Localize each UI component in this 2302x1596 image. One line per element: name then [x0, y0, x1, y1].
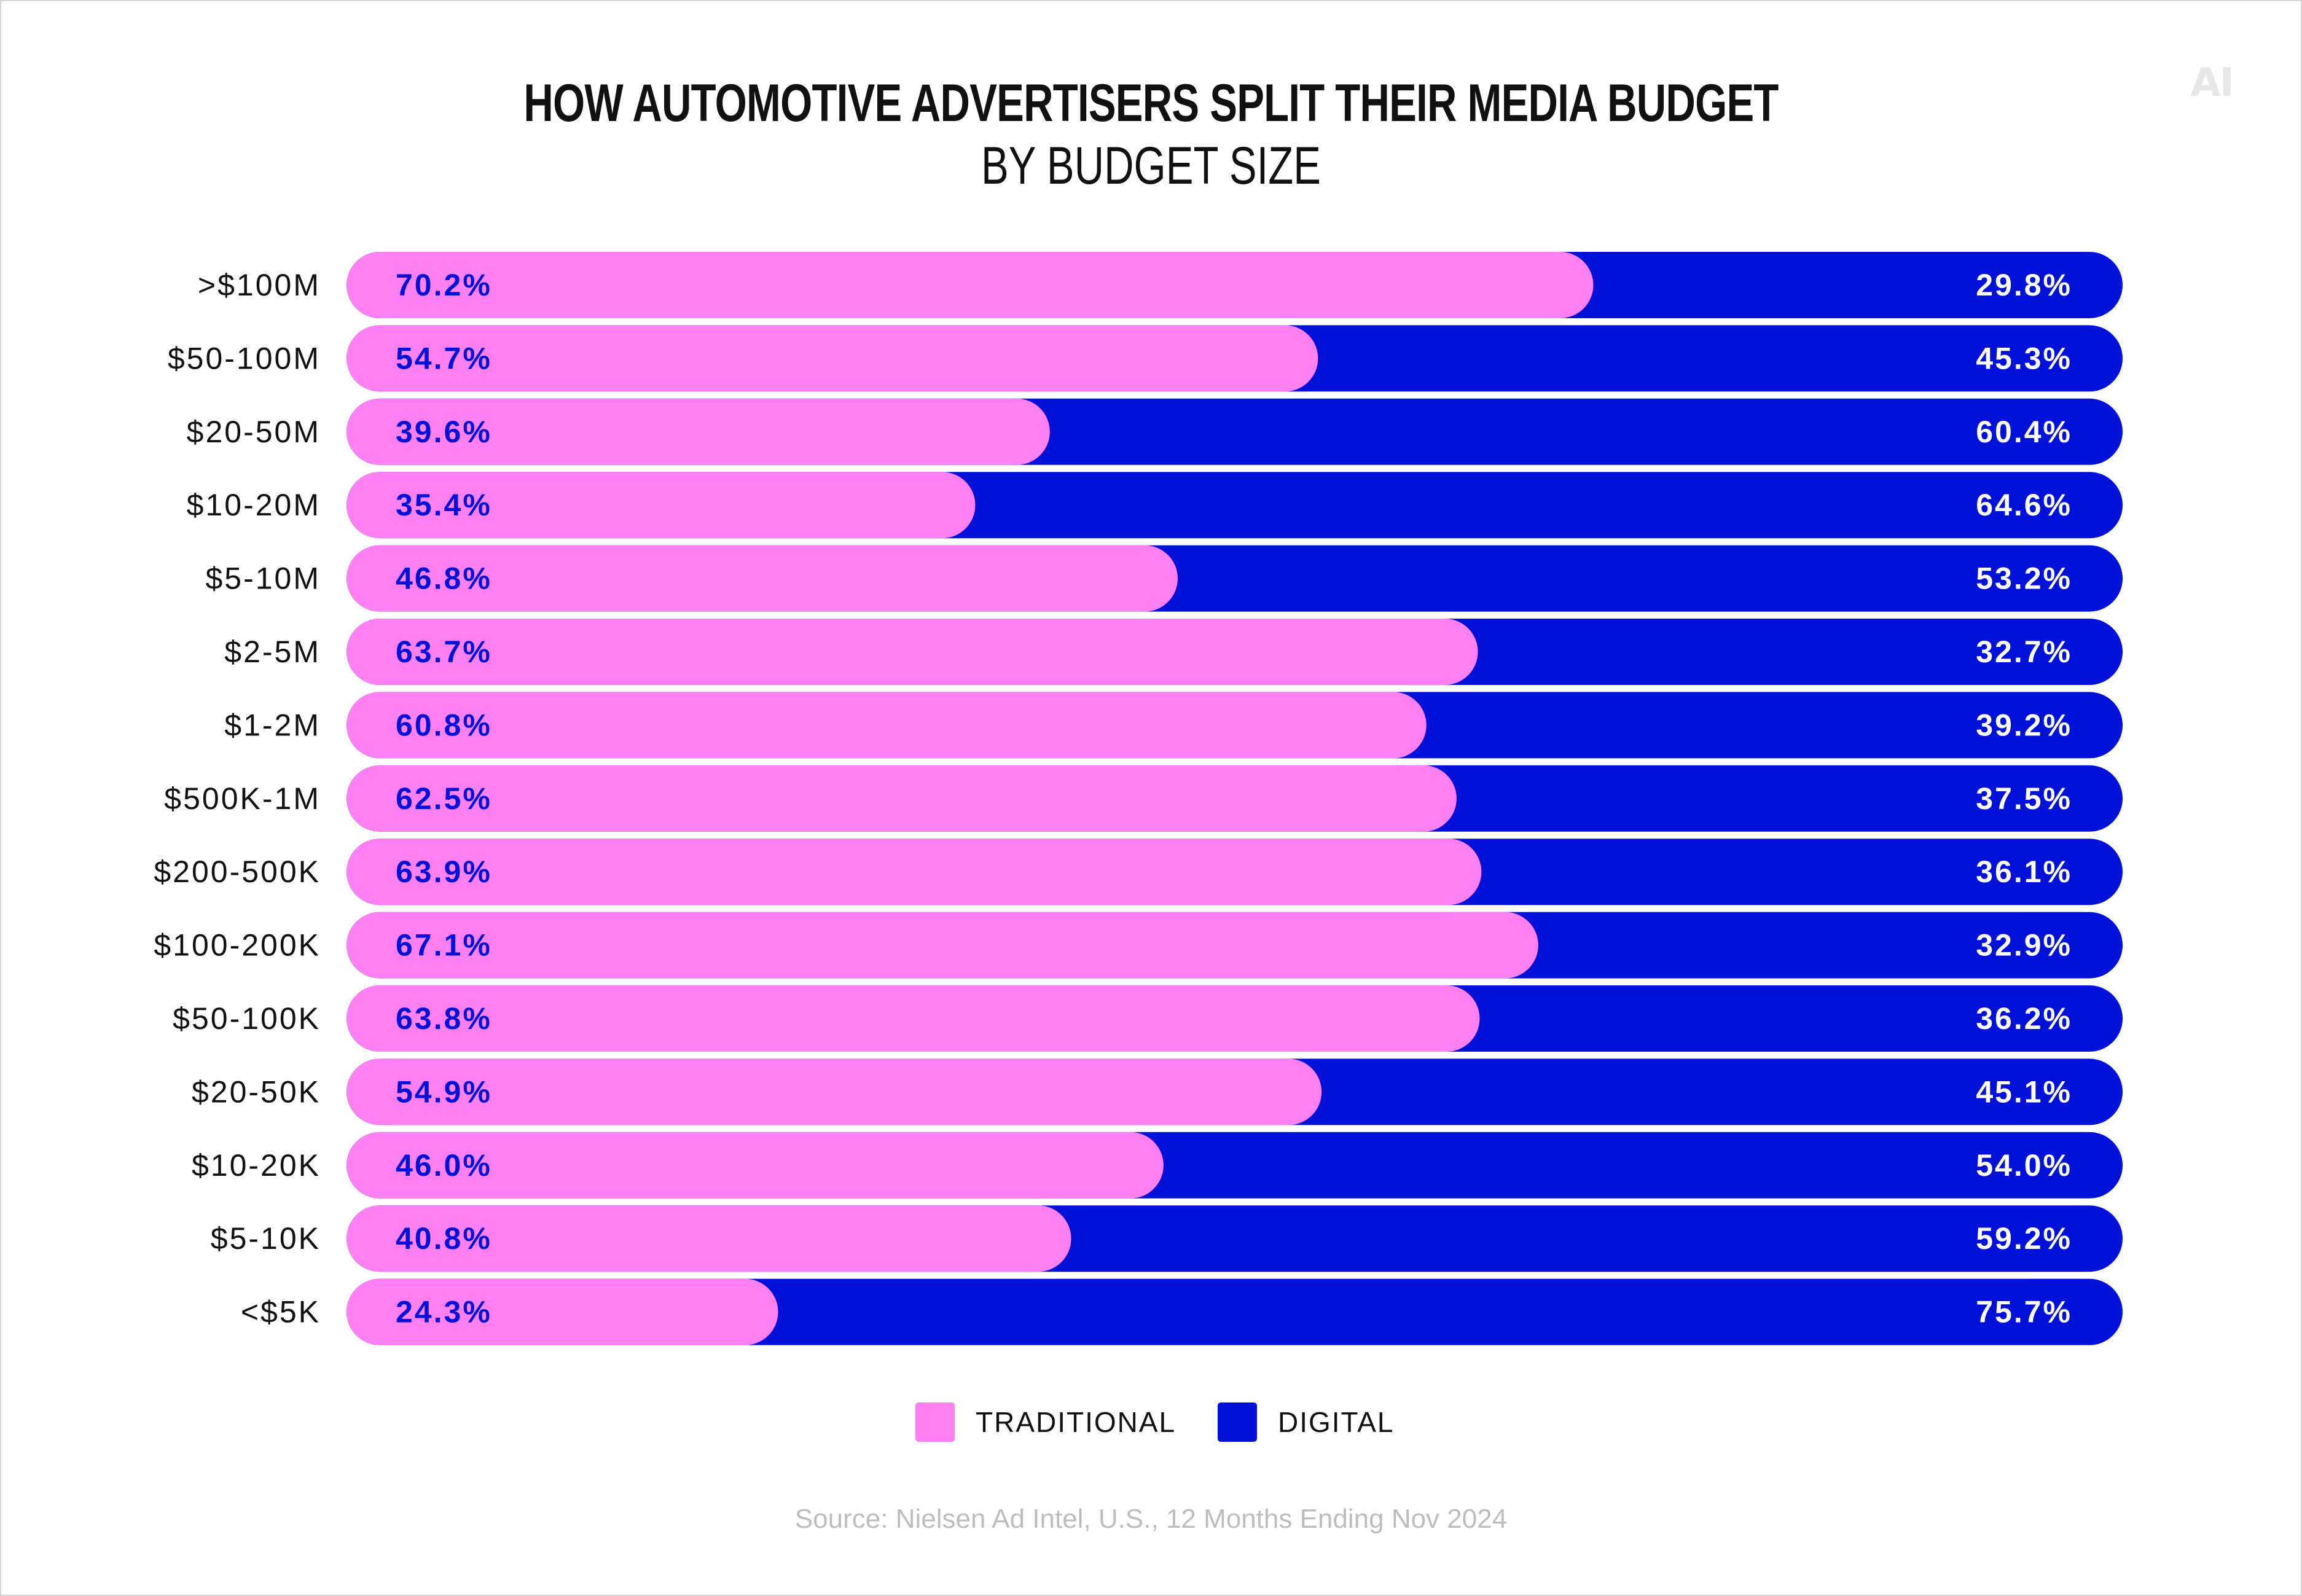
bar-traditional	[346, 1132, 1164, 1199]
data-label-traditional: 39.6%	[396, 415, 492, 449]
bar-traditional	[346, 325, 1318, 392]
data-label-digital: 60.4%	[1976, 415, 2072, 449]
category-label: $10-20K	[192, 1148, 321, 1183]
category-label: $5-10M	[205, 561, 321, 596]
chart-title: HOW AUTOMOTIVE ADVERTISERS SPLIT THEIR M…	[523, 74, 1779, 133]
legend-label-traditional: TRADITIONAL	[976, 1406, 1176, 1438]
category-label: $20-50K	[192, 1074, 321, 1109]
data-label-digital: 45.1%	[1976, 1074, 2072, 1109]
data-label-digital: 53.2%	[1976, 561, 2072, 596]
data-label-digital: 36.1%	[1976, 855, 2072, 889]
chart-subtitle: BY BUDGET SIZE	[981, 136, 1321, 195]
source-note: Source: Nielsen Ad Intel, U.S., 12 Month…	[794, 1504, 1508, 1534]
category-label: >$100M	[198, 268, 321, 302]
data-label-traditional: 70.2%	[396, 268, 492, 302]
bar-traditional	[346, 619, 1478, 685]
category-label: $100-200K	[154, 928, 321, 963]
category-label: $200-500K	[154, 855, 321, 889]
data-label-traditional: 62.5%	[396, 781, 492, 816]
bar-traditional	[346, 1058, 1322, 1125]
bar-traditional	[346, 839, 1482, 906]
legend-swatch-digital	[1218, 1402, 1257, 1442]
data-label-traditional: 46.8%	[396, 561, 492, 596]
bar-traditional	[346, 545, 1178, 612]
data-label-digital: 64.6%	[1976, 488, 2072, 522]
data-label-traditional: 40.8%	[396, 1221, 492, 1256]
bar-traditional	[346, 912, 1538, 979]
bar-traditional	[346, 1205, 1071, 1272]
data-label-traditional: 67.1%	[396, 928, 492, 963]
data-label-traditional: 54.9%	[396, 1074, 492, 1109]
bar-traditional	[346, 692, 1427, 759]
chart-legend: TRADITIONAL DIGITAL	[0, 1401, 2302, 1444]
legend-item-digital: DIGITAL	[1218, 1401, 1395, 1444]
category-label: $500K-1M	[164, 781, 321, 816]
legend-swatch-traditional	[915, 1402, 955, 1442]
data-label-digital: 54.0%	[1976, 1148, 2072, 1183]
data-label-digital: 32.7%	[1976, 635, 2072, 669]
category-label: $10-20M	[187, 488, 321, 522]
data-label-digital: 29.8%	[1976, 268, 2072, 302]
data-label-traditional: 35.4%	[396, 488, 492, 522]
bar-traditional	[346, 472, 976, 539]
data-label-digital: 75.7%	[1976, 1295, 2072, 1329]
category-label: $1-2M	[224, 708, 321, 742]
data-label-digital: 45.3%	[1976, 341, 2072, 375]
legend-label-digital: DIGITAL	[1278, 1406, 1395, 1438]
data-label-digital: 32.9%	[1976, 928, 2072, 963]
bar-traditional	[346, 252, 1594, 318]
category-label: $2-5M	[224, 635, 321, 669]
data-label-traditional: 46.0%	[396, 1148, 492, 1183]
data-label-traditional: 63.8%	[396, 1001, 492, 1036]
data-label-traditional: 54.7%	[396, 341, 492, 375]
bar-traditional	[346, 765, 1457, 832]
category-label: $20-50M	[187, 415, 321, 449]
data-label-digital: 36.2%	[1976, 1001, 2072, 1036]
category-label: $5-10K	[211, 1221, 321, 1256]
bar-traditional	[346, 985, 1480, 1052]
legend-item-traditional: TRADITIONAL	[915, 1401, 1176, 1444]
data-label-traditional: 63.7%	[396, 635, 492, 669]
data-label-traditional: 60.8%	[396, 708, 492, 742]
data-label-digital: 37.5%	[1976, 781, 2072, 816]
category-label: <$5K	[241, 1295, 321, 1329]
bar-traditional	[346, 1278, 778, 1345]
category-label: $50-100K	[173, 1001, 321, 1036]
data-label-traditional: 24.3%	[396, 1295, 492, 1329]
brand-logo: AI	[2190, 60, 2234, 106]
category-label: $50-100M	[168, 341, 321, 375]
data-label-digital: 59.2%	[1976, 1221, 2072, 1256]
data-label-digital: 39.2%	[1976, 708, 2072, 742]
bar-digital	[346, 1278, 2123, 1345]
data-label-traditional: 63.9%	[396, 855, 492, 889]
bar-traditional	[346, 398, 1050, 465]
